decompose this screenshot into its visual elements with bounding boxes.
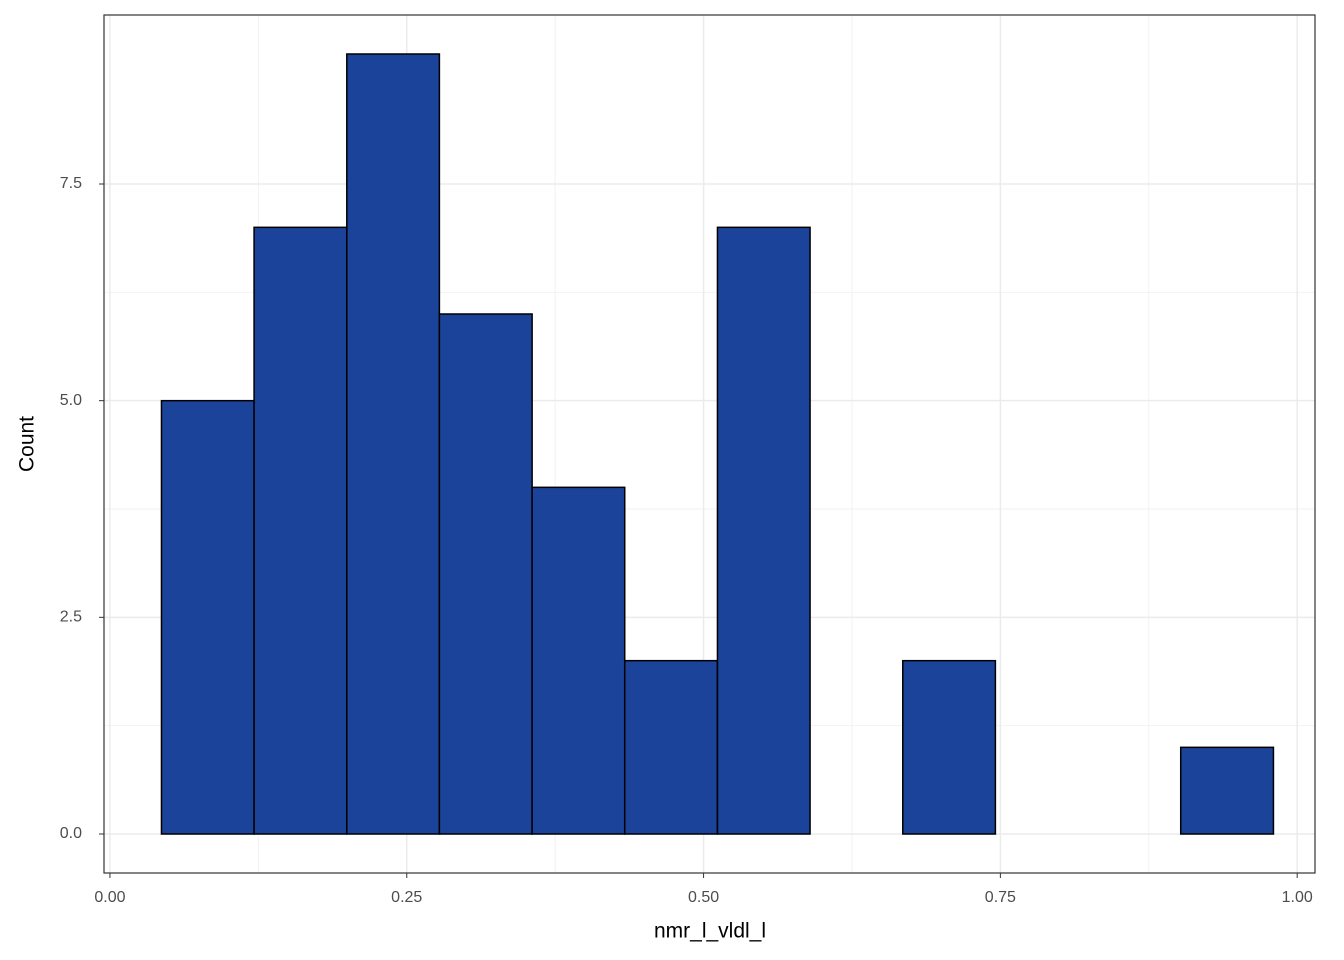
bar bbox=[531, 486, 626, 835]
plot-area: 0.00 0.25 0.50 0.75 1.00 0.0 2.5 5.0 7.5 bbox=[60, 14, 1316, 906]
bar bbox=[902, 659, 997, 835]
bar bbox=[438, 313, 533, 835]
x-tick-label: 1.00 bbox=[1282, 889, 1313, 906]
x-tick-label: 0.25 bbox=[391, 889, 422, 906]
y-tick-label: 2.5 bbox=[60, 609, 82, 626]
y-tick-label: 0.0 bbox=[60, 825, 82, 842]
x-tick-label: 0.50 bbox=[688, 889, 719, 906]
bar bbox=[716, 226, 811, 835]
bar bbox=[346, 53, 441, 835]
bar bbox=[253, 226, 348, 835]
bar bbox=[1179, 746, 1275, 835]
x-axis-title: nmr_l_vldl_l bbox=[654, 920, 766, 943]
y-tick-label: 5.0 bbox=[60, 392, 82, 409]
x-tick-label: 0.75 bbox=[985, 889, 1016, 906]
y-tick-label: 7.5 bbox=[60, 175, 82, 192]
x-tick-label: 0.00 bbox=[94, 889, 125, 906]
bar bbox=[160, 399, 255, 835]
panel-border bbox=[103, 14, 1316, 874]
bar bbox=[623, 659, 719, 835]
y-axis-title: Count bbox=[16, 416, 39, 472]
